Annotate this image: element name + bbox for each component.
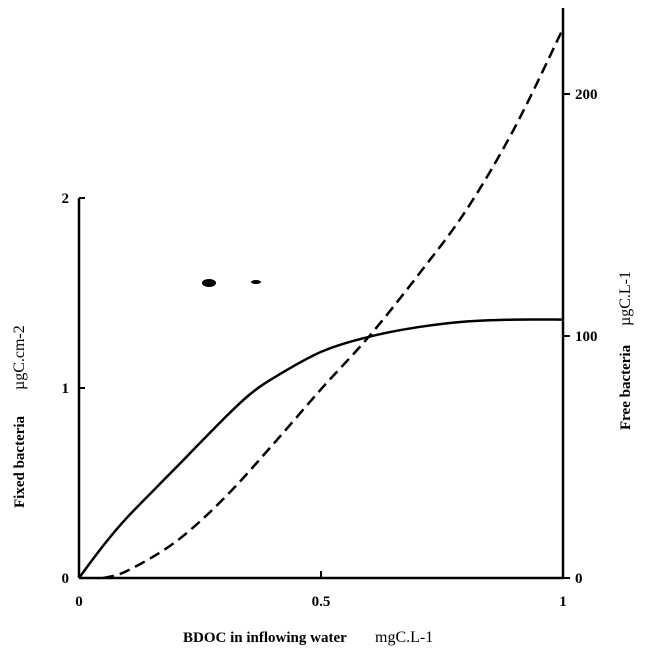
- legend-marker-solid: [202, 279, 216, 287]
- y-left-tick-label: 0: [62, 571, 70, 587]
- y-left-tick-label: 1: [62, 381, 70, 397]
- y-left-axis-label: Fixed bacteria: [12, 415, 28, 508]
- x-axis-title: BDOC in inflowing water mgC.L-1: [183, 629, 433, 646]
- y-left-axis-title: Fixed bacteria µgC.cm-2: [11, 325, 28, 508]
- x-tick-label: 0: [75, 594, 83, 610]
- y-left-axis-unit: µgC.cm-2: [11, 325, 28, 390]
- legend: [202, 279, 261, 287]
- y-right-axis-label: Free bacteria: [618, 344, 634, 430]
- y-right-tick-label: 200: [575, 87, 598, 103]
- series-layer: [77, 28, 565, 580]
- y-right-axis-title: Free bacteria µgC.L-1: [617, 271, 634, 430]
- y-right-tick-label: 0: [575, 571, 583, 587]
- fixed-bacteria-solid-line: [77, 318, 564, 579]
- y-left-tick-label: 2: [62, 191, 70, 207]
- x-axis-label: BDOC in inflowing water: [183, 630, 347, 646]
- x-tick-label: 0.5: [312, 594, 331, 610]
- ticks: [78, 93, 570, 579]
- free-bacteria-dashed-line: [102, 28, 565, 580]
- x-tick-label: 1: [559, 594, 567, 610]
- y-right-tick-label: 100: [575, 329, 598, 345]
- x-axis-unit: mgC.L-1: [375, 629, 433, 646]
- y-right-axis-unit: µgC.L-1: [617, 271, 634, 326]
- legend-marker-dashed: [251, 280, 261, 284]
